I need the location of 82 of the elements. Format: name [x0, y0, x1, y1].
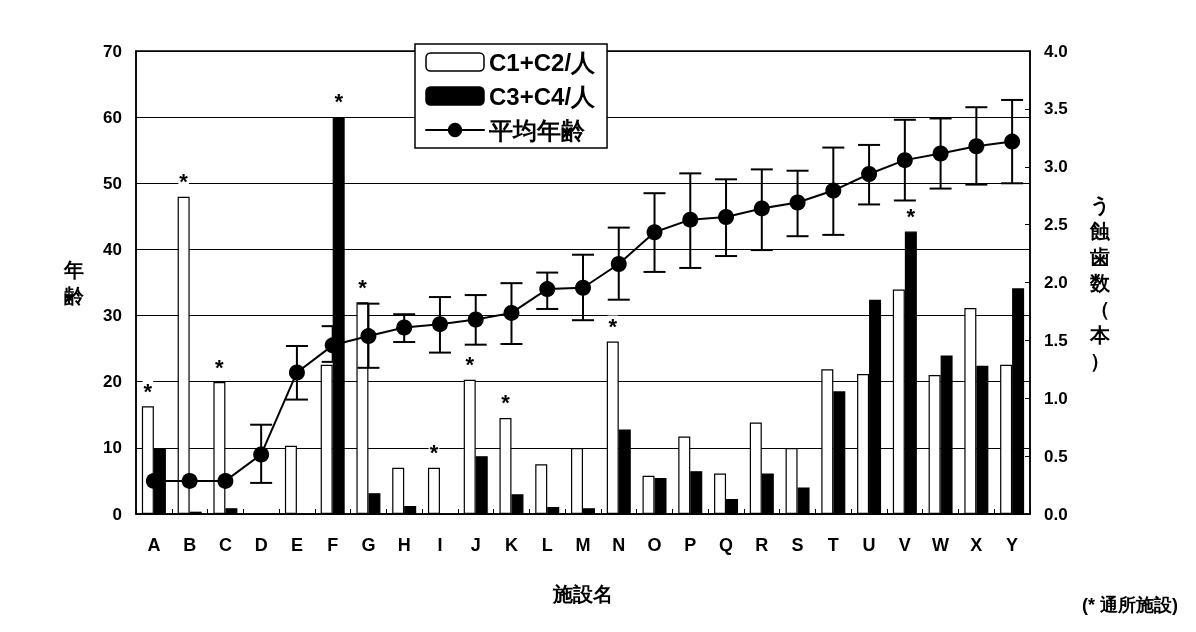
- data-label: *: [906, 204, 916, 230]
- x-tick-label: R: [755, 535, 769, 555]
- x-tick-label: L: [541, 535, 553, 555]
- point: [610, 255, 627, 272]
- y2-tick-label: 3.5: [1044, 99, 1068, 119]
- point: [181, 472, 198, 489]
- point: [253, 446, 270, 463]
- point: [825, 182, 842, 199]
- y2-tick-label: 2.5: [1044, 215, 1068, 235]
- data-label: *: [501, 390, 511, 416]
- x-tick-label: Y: [1006, 535, 1019, 555]
- point: [360, 328, 377, 345]
- point: [217, 472, 234, 489]
- point: [503, 304, 520, 321]
- point: [646, 224, 663, 241]
- point: [539, 281, 556, 298]
- x-tick-label: M: [575, 535, 591, 555]
- x-tick-label: H: [397, 535, 411, 555]
- legend-label: 平均年齢: [488, 116, 586, 144]
- point: [1004, 133, 1021, 150]
- data-label: *: [334, 89, 344, 115]
- data-label: *: [179, 169, 189, 195]
- x-tick-label: E: [290, 535, 303, 555]
- x-tick-label: U: [862, 535, 876, 555]
- x-tick-label: I: [437, 535, 443, 555]
- point: [575, 279, 591, 296]
- data-label: *: [429, 440, 439, 466]
- point: [789, 194, 806, 211]
- x-tick-label: G: [361, 535, 376, 555]
- x-tick-label: A: [147, 535, 161, 555]
- x-tick-label: O: [647, 535, 662, 555]
- y2-tick-label: 0.5: [1044, 446, 1068, 466]
- x-tick-label: P: [684, 535, 697, 555]
- y-tick-label: 30: [103, 306, 122, 326]
- y-tick-label: 20: [103, 372, 122, 392]
- data-label: *: [608, 314, 618, 340]
- y2-tick-label: 0.0: [1044, 504, 1068, 524]
- point: [682, 211, 699, 228]
- x-tick-label: F: [327, 535, 339, 555]
- legend-label: C1+C2/人: [489, 48, 597, 76]
- y-tick-label: 0: [112, 504, 122, 524]
- x-tick-label: N: [612, 535, 626, 555]
- legend-label: C3+C4/人: [489, 82, 597, 110]
- data-label: *: [215, 354, 225, 380]
- x-tick-label: T: [827, 535, 839, 555]
- y-tick-label: 40: [103, 239, 122, 259]
- x-tick-label: D: [254, 535, 268, 555]
- x-tick-label: V: [898, 535, 911, 555]
- y-tick-label: 70: [103, 41, 122, 61]
- point: [288, 364, 305, 381]
- x-tick-label: J: [470, 535, 481, 555]
- point: [467, 311, 484, 328]
- data-label: *: [143, 378, 153, 404]
- point: [396, 319, 413, 336]
- point: [968, 138, 985, 155]
- point: [896, 152, 913, 169]
- y2-tick-label: 4.0: [1044, 41, 1068, 61]
- point: [861, 166, 878, 183]
- x-tick-label: B: [183, 535, 197, 555]
- y-tick-label: 10: [103, 438, 122, 458]
- y2-tick-label: 3.0: [1044, 157, 1068, 177]
- x-tick-label: Q: [719, 535, 734, 555]
- y-tick-label: 50: [103, 173, 122, 193]
- x-tick-label: W: [932, 535, 950, 555]
- y2-tick-label: 1.5: [1044, 330, 1068, 350]
- point: [718, 209, 735, 226]
- y-tick-label: 60: [103, 107, 122, 127]
- x-tick-label: S: [791, 535, 804, 555]
- x-tick-label: X: [970, 535, 983, 555]
- x-axis-title: 施設名: [552, 583, 613, 605]
- y2-tick-label: 2.0: [1044, 273, 1068, 292]
- data-label: *: [465, 352, 475, 378]
- y2-axis-title: う蝕歯数（本）: [1089, 193, 1111, 372]
- text: (* 通所施設): [1082, 595, 1179, 615]
- data-label: *: [358, 274, 368, 300]
- point: [932, 145, 949, 162]
- y-axis-title: 年齢: [63, 258, 85, 307]
- point: [753, 200, 770, 217]
- x-tick-label: K: [504, 535, 518, 555]
- point: [431, 316, 448, 333]
- y2-tick-label: 1.0: [1044, 388, 1068, 408]
- x-tick-label: C: [218, 535, 232, 555]
